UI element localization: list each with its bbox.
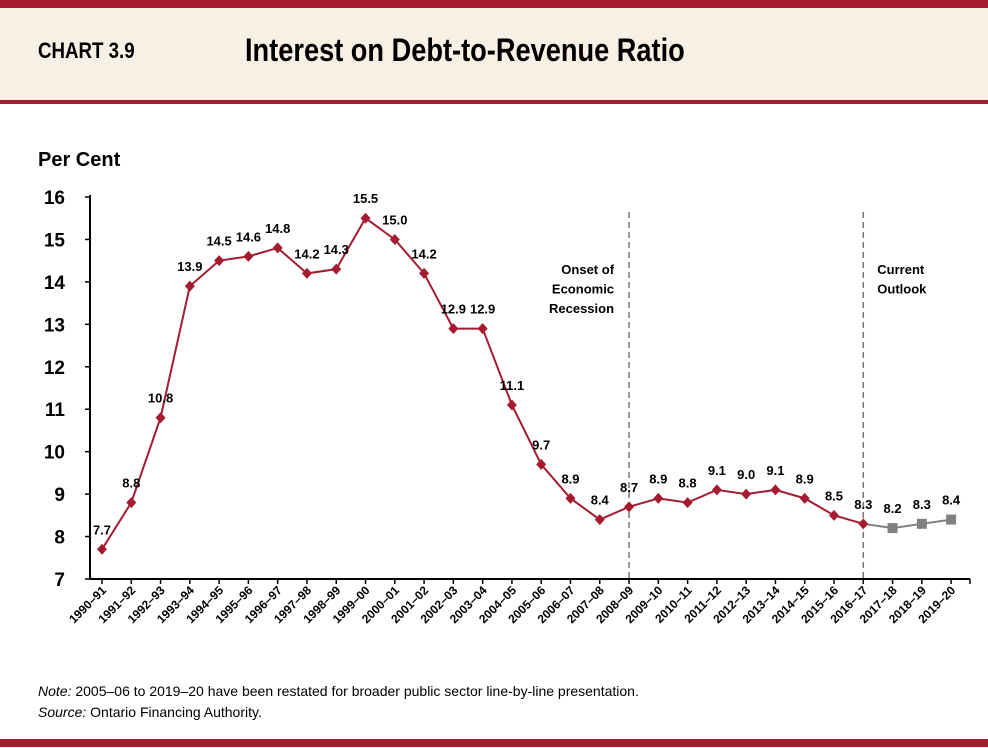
footnotes: Note: 2005–06 to 2019–20 have been resta… bbox=[38, 681, 639, 723]
y-tick-label: 16 bbox=[44, 188, 65, 209]
data-label: 12.9 bbox=[470, 302, 495, 317]
data-point-diamond bbox=[243, 250, 254, 262]
data-label: 14.3 bbox=[324, 242, 349, 257]
data-label: 9.1 bbox=[708, 463, 726, 478]
data-point-diamond bbox=[272, 242, 283, 254]
y-tick-label: 8 bbox=[54, 528, 65, 549]
header-band bbox=[0, 8, 988, 100]
data-label: 8.4 bbox=[591, 493, 610, 508]
data-label: 14.2 bbox=[294, 246, 319, 261]
note-text: 2005–06 to 2019–20 have been restated fo… bbox=[71, 683, 639, 699]
data-point-diamond bbox=[155, 412, 166, 424]
data-label: 14.6 bbox=[236, 229, 261, 244]
annotation-text: Current bbox=[877, 262, 925, 277]
data-point-diamond bbox=[594, 514, 605, 526]
data-label: 8.3 bbox=[913, 497, 931, 512]
data-label: 14.8 bbox=[265, 221, 290, 236]
y-tick-label: 10 bbox=[44, 443, 65, 464]
data-point-square bbox=[946, 514, 957, 525]
data-label: 8.7 bbox=[620, 480, 638, 495]
data-label: 8.8 bbox=[122, 476, 140, 491]
data-label: 8.9 bbox=[561, 471, 579, 486]
data-label: 8.4 bbox=[942, 493, 961, 508]
data-point-diamond bbox=[653, 492, 664, 504]
note-label: Note: bbox=[38, 683, 72, 699]
data-point-diamond bbox=[97, 543, 107, 555]
data-point-diamond bbox=[448, 323, 459, 335]
data-label: 13.9 bbox=[177, 259, 202, 274]
data-point-diamond bbox=[741, 488, 752, 500]
data-label: 9.7 bbox=[532, 437, 550, 452]
chart-title: Interest on Debt-to-Revenue Ratio bbox=[245, 32, 685, 68]
data-label: 8.9 bbox=[796, 471, 814, 486]
data-point-diamond bbox=[301, 267, 312, 279]
note: Note: 2005–06 to 2019–20 have been resta… bbox=[38, 681, 639, 702]
y-tick-label: 13 bbox=[44, 315, 65, 336]
chart-number: CHART 3.9 bbox=[38, 38, 135, 63]
data-point-diamond bbox=[506, 399, 517, 411]
data-point-diamond bbox=[331, 263, 342, 275]
source-label: Source: bbox=[38, 704, 87, 720]
data-point-diamond bbox=[419, 267, 430, 279]
data-point-diamond bbox=[770, 484, 781, 496]
data-point-diamond bbox=[858, 518, 869, 530]
data-label: 15.5 bbox=[353, 191, 378, 206]
data-point-diamond bbox=[536, 458, 547, 470]
source: Source: Ontario Financing Authority. bbox=[38, 702, 639, 723]
actual-series-line bbox=[101, 216, 864, 550]
annotation-text: Onset of bbox=[561, 262, 614, 277]
data-label: 9.1 bbox=[766, 463, 784, 478]
data-label: 15.0 bbox=[382, 212, 407, 227]
data-label: 11.1 bbox=[500, 378, 525, 393]
data-point-diamond bbox=[829, 509, 839, 521]
bottom-rule bbox=[0, 739, 988, 747]
y-axis-label: Per Cent bbox=[38, 149, 121, 171]
data-label: 8.3 bbox=[854, 497, 872, 512]
data-label: 8.5 bbox=[825, 488, 843, 503]
top-rule bbox=[0, 0, 988, 8]
line-chart: Per Cent 789101112131415161990–911991–92… bbox=[38, 149, 971, 626]
y-tick-label: 7 bbox=[54, 570, 65, 591]
y-tick-label: 11 bbox=[45, 400, 66, 421]
y-tick-label: 15 bbox=[44, 230, 66, 251]
data-point-square bbox=[887, 523, 898, 534]
y-tick-label: 14 bbox=[44, 273, 66, 294]
data-point-diamond bbox=[214, 255, 225, 267]
data-point-diamond bbox=[711, 484, 722, 496]
data-point-diamond bbox=[565, 492, 576, 504]
data-point-square bbox=[916, 518, 927, 529]
y-tick-label: 9 bbox=[54, 485, 65, 506]
source-text: Ontario Financing Authority. bbox=[86, 704, 262, 720]
data-label: 14.2 bbox=[411, 246, 436, 261]
outlook-series-line bbox=[863, 518, 952, 530]
data-label: 12.9 bbox=[441, 302, 466, 317]
data-label: 8.9 bbox=[649, 471, 667, 486]
data-point-diamond bbox=[624, 501, 635, 513]
y-tick-label: 12 bbox=[44, 358, 65, 379]
data-point-diamond bbox=[799, 492, 810, 504]
data-point-diamond bbox=[184, 280, 195, 292]
data-label: 7.7 bbox=[93, 522, 111, 537]
data-label: 8.8 bbox=[679, 476, 697, 491]
annotation-text: Economic bbox=[552, 282, 614, 297]
data-point-diamond bbox=[360, 212, 371, 224]
data-point-diamond bbox=[682, 497, 693, 509]
data-label: 10.8 bbox=[148, 391, 173, 406]
data-point-diamond bbox=[126, 497, 137, 509]
data-point-diamond bbox=[389, 233, 400, 245]
annotation-text: Outlook bbox=[877, 282, 927, 297]
data-label: 14.5 bbox=[206, 234, 231, 249]
header-rule bbox=[0, 100, 988, 104]
data-label: 8.2 bbox=[884, 501, 902, 516]
data-point-diamond bbox=[477, 323, 488, 335]
annotation-text: Recession bbox=[549, 301, 614, 316]
data-label: 9.0 bbox=[737, 467, 755, 482]
